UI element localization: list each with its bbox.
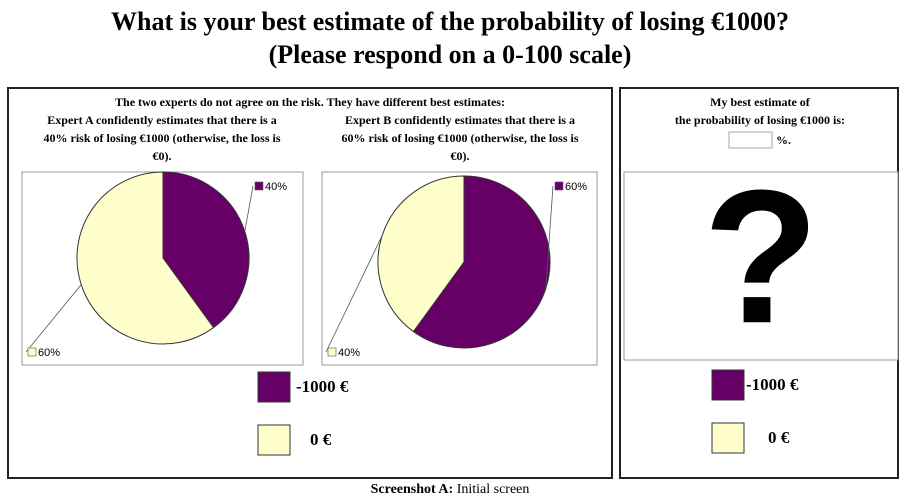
legend-swatch bbox=[711, 369, 745, 401]
pie-wedge bbox=[412, 175, 551, 349]
legend-label: 0 € bbox=[768, 428, 790, 447]
estimate-input[interactable] bbox=[728, 131, 773, 149]
title: What is your best estimate of the probab… bbox=[111, 7, 789, 36]
subtitle: (Please respond on a 0-100 scale) bbox=[269, 40, 632, 69]
pie-label: 40% bbox=[338, 347, 360, 359]
question-box bbox=[623, 171, 899, 361]
pie-wedge bbox=[377, 175, 465, 333]
legend-swatch bbox=[257, 424, 291, 456]
expert-text: Expert A confidently estimates that ther… bbox=[47, 113, 276, 127]
pie-label: 60% bbox=[38, 347, 60, 359]
caption-label: Screenshot A: bbox=[371, 482, 454, 497]
leader-line bbox=[25, 284, 82, 353]
expert-text: 40% risk of losing €1000 (otherwise, the… bbox=[44, 131, 281, 145]
caption-text: Initial screen bbox=[453, 482, 529, 497]
unit: %. bbox=[776, 133, 791, 147]
label-swatch bbox=[27, 347, 37, 357]
expert-text: Expert B confidently estimates that ther… bbox=[345, 113, 575, 127]
estimate-prompt: My best estimate of bbox=[710, 95, 811, 109]
label-swatch bbox=[327, 347, 337, 357]
label-swatch bbox=[254, 181, 264, 191]
expert-text: €0). bbox=[451, 149, 470, 163]
legend-swatch bbox=[711, 422, 745, 454]
legend-label: -1000 € bbox=[746, 375, 799, 394]
pie-label: 60% bbox=[565, 181, 587, 193]
pie-label: 40% bbox=[265, 181, 287, 193]
expert-text: €0). bbox=[153, 149, 172, 163]
estimate-prompt: the probability of losing €1000 is: bbox=[675, 113, 845, 127]
question-mark: ? bbox=[703, 151, 819, 363]
leader-line bbox=[545, 185, 554, 289]
expert-text: 60% risk of losing €1000 (otherwise, the… bbox=[342, 131, 579, 145]
left-panel bbox=[7, 87, 613, 479]
caption: Screenshot A: Initial screen bbox=[371, 482, 530, 497]
legend-label: 0 € bbox=[310, 430, 332, 449]
leader-line bbox=[325, 235, 383, 353]
legend-swatch bbox=[257, 371, 291, 403]
leader-line bbox=[244, 185, 254, 232]
heading: The two experts do not agree on the risk… bbox=[115, 95, 505, 109]
legend-label: -1000 € bbox=[296, 377, 349, 396]
label-swatch bbox=[554, 181, 564, 191]
